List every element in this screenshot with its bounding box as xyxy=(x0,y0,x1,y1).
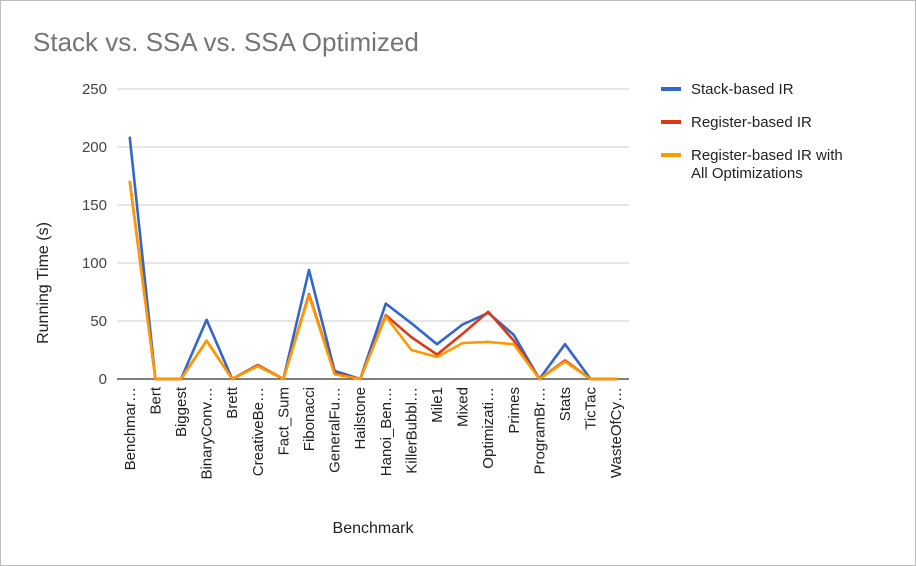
x-tick-label: Stats xyxy=(557,387,574,421)
y-tick-label: 0 xyxy=(99,371,107,388)
legend-label: Register-based IR with xyxy=(691,147,843,164)
x-tick-label: WasteOfCy… xyxy=(608,387,625,478)
x-tick-label: Hailstone xyxy=(352,387,369,450)
x-tick-label: Mile1 xyxy=(429,387,446,423)
x-tick-label: Primes xyxy=(506,387,523,434)
y-axis-ticks: 0 50 100 150 200 250 xyxy=(82,81,107,388)
y-tick-label: 100 xyxy=(82,255,107,272)
x-tick-label: CreativeBe… xyxy=(250,387,267,476)
gridlines xyxy=(117,88,629,380)
legend-label: Register-based IR xyxy=(691,114,812,131)
series-lines xyxy=(128,136,618,381)
x-tick-label: Hanoi_Ben… xyxy=(378,387,395,476)
x-tick-label: Optimizati… xyxy=(480,387,497,469)
series-line-1 xyxy=(128,136,618,381)
x-tick-label: KillerBubbl… xyxy=(403,387,420,474)
x-tick-label: Bert xyxy=(147,386,164,414)
y-tick-label: 150 xyxy=(82,197,107,214)
x-tick-label: Brett xyxy=(224,386,241,419)
series-line-3 xyxy=(128,180,618,381)
x-tick-label: Mixed xyxy=(455,387,472,427)
x-tick-label: Biggest xyxy=(173,386,190,437)
x-tick-label: Fact_Sum xyxy=(275,387,292,455)
x-tick-label: Fibonacci xyxy=(301,387,318,451)
legend: Stack-based IR Register-based IR Register-… xyxy=(661,81,843,182)
legend-label: All Optimizations xyxy=(691,165,803,182)
x-tick-label: ProgramBr… xyxy=(531,387,548,475)
x-tick-label: Benchmar… xyxy=(122,387,139,470)
x-axis-ticks: Benchmar… Bert Biggest BinaryConv… Brett Crea… xyxy=(122,386,625,479)
x-tick-label: BinaryConv… xyxy=(199,387,216,480)
x-tick-label: TicTac xyxy=(583,387,600,430)
chart-title: Stack vs. SSA vs. SSA Optimized xyxy=(33,27,419,57)
y-tick-label: 200 xyxy=(82,139,107,156)
y-tick-label: 50 xyxy=(90,313,107,330)
x-tick-label: GeneralFu… xyxy=(327,387,344,473)
x-axis-label: Benchmark xyxy=(333,520,415,537)
legend-label: Stack-based IR xyxy=(691,81,794,98)
y-tick-label: 250 xyxy=(82,81,107,98)
y-axis-label: Running Time (s) xyxy=(35,222,52,344)
